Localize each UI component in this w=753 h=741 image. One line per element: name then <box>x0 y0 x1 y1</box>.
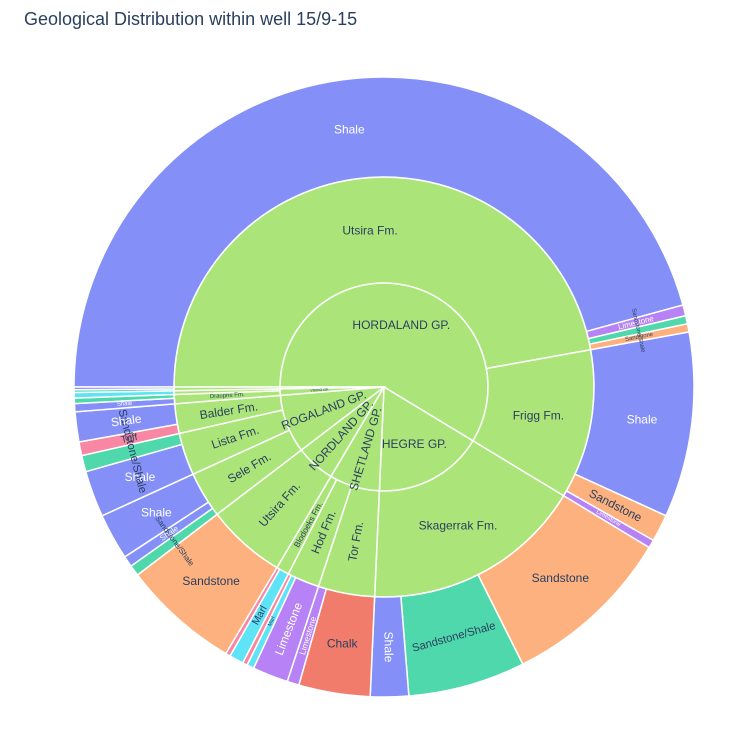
chart-title: Geological Distribution within well 15/9… <box>24 9 358 29</box>
sunburst-wedges <box>73 76 695 698</box>
sunburst-wedge-bc-shale[interactable] <box>73 386 175 391</box>
sunburst-wedge-uh-shale[interactable] <box>73 76 684 388</box>
